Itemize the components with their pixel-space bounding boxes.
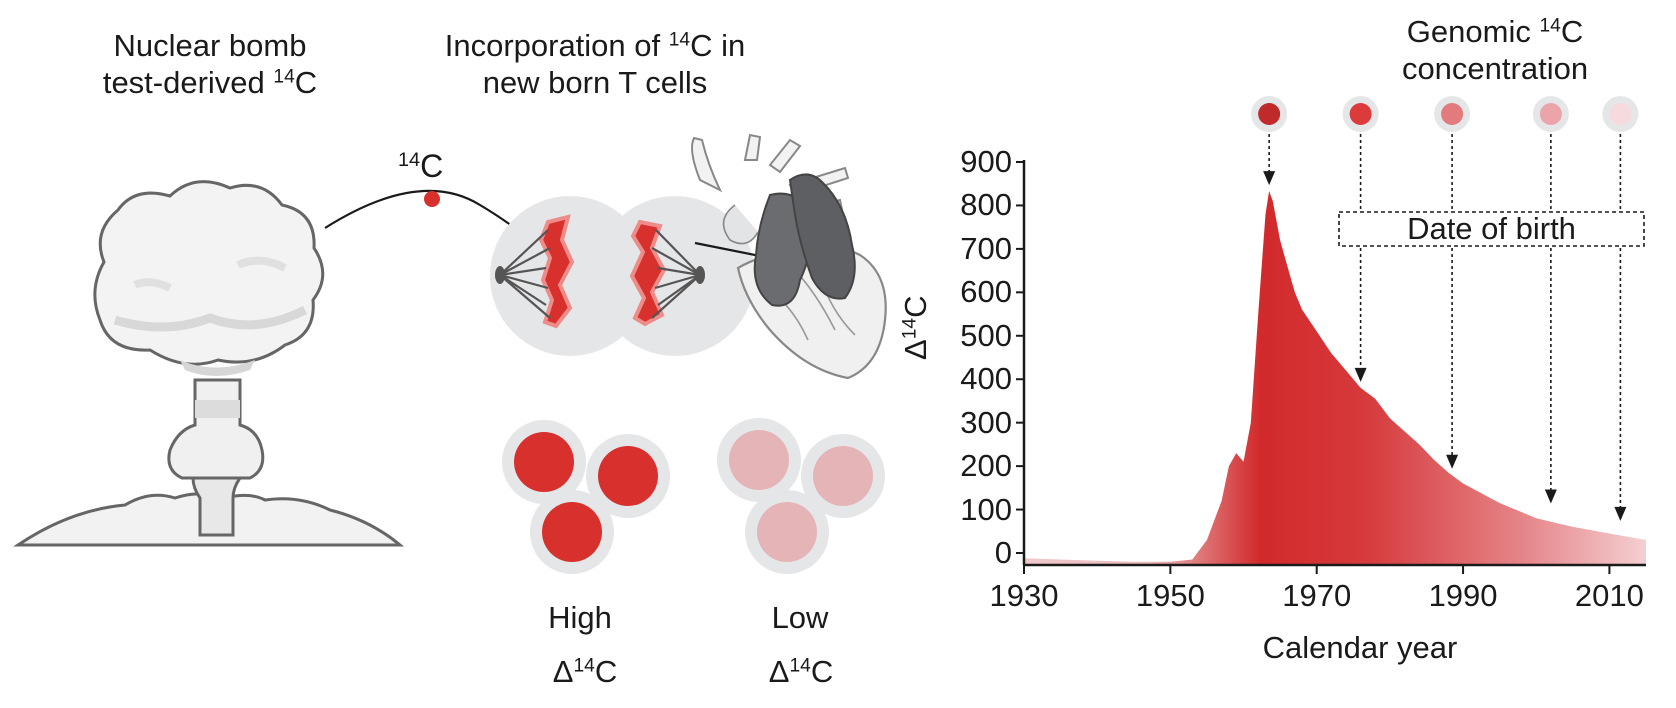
chart-title-line1: Genomic [1406, 14, 1540, 49]
x-axis-label: Calendar year [1262, 630, 1458, 665]
x-tick-label: 1930 [989, 578, 1059, 613]
chart-title-line2: concentration [1401, 50, 1589, 86]
isotope-superscript: 14 [273, 66, 295, 88]
dividing-cell-icon [490, 196, 771, 356]
isotope-superscript: 14 [398, 149, 421, 172]
delta-c14-area-series [1024, 191, 1646, 565]
birth-marker-dot [1441, 103, 1464, 125]
carbon-14-label: 14C [398, 148, 443, 186]
x-tick-label: 1950 [1135, 578, 1205, 613]
y-tick-marks [1016, 161, 1024, 554]
y-axis-label: Δ14C [898, 296, 935, 360]
birth-marker-arrowhead [1354, 367, 1367, 382]
mushroom-cloud-icon [13, 180, 405, 547]
bomb-label: Nuclear bomb test-derived 14C [60, 28, 360, 101]
isotope-superscript: 14 [899, 317, 921, 340]
isotope-superscript: 14 [1539, 15, 1561, 37]
y-tick-label: 400 [960, 361, 1012, 397]
y-tick-label: 700 [960, 230, 1012, 266]
birth-marker-arrowhead [1263, 171, 1276, 186]
delta-c: C [594, 654, 618, 689]
carbon-14-c: C [420, 148, 444, 184]
bomb-label-line1: Nuclear bomb [113, 28, 307, 63]
birth-marker-arrowhead [1544, 489, 1557, 504]
high-label: High [548, 600, 612, 635]
isotope-superscript: 14 [668, 29, 691, 51]
y-tick-label: 900 [960, 144, 1012, 179]
low-delta-label: Δ14C [736, 654, 866, 691]
delta-c: C [810, 654, 834, 689]
x-tick-marks [1023, 565, 1611, 574]
bomb-label-c: C [294, 64, 318, 100]
delta-symbol: Δ [768, 654, 790, 689]
chart [1016, 96, 1646, 574]
y-tick-label: 100 [960, 491, 1012, 527]
heart-thymus-icon [691, 133, 887, 380]
y-label-c: C [898, 295, 933, 318]
birth-marker-dot [1609, 103, 1632, 125]
y-tick-label: 300 [960, 404, 1012, 440]
y-tick-label: 600 [960, 274, 1012, 310]
low-delta-cell-cluster-icon [717, 418, 885, 574]
y-tick-label: 500 [960, 317, 1012, 353]
x-tick-label: 1990 [1428, 578, 1498, 613]
birth-marker-dot [1349, 103, 1372, 125]
date-of-birth-label: Date of birth [1407, 211, 1576, 246]
birth-marker-arrowhead [1446, 454, 1459, 469]
x-tick-label: 2010 [1574, 578, 1644, 613]
birth-marker-dot [1539, 103, 1562, 125]
isotope-superscript: 14 [573, 655, 595, 677]
carbon-14-dot-icon [424, 191, 440, 207]
y-tick-label: 0 [994, 535, 1012, 570]
birth-marker-arrowhead [1614, 506, 1627, 521]
incorporation-line2: new born T cells [482, 64, 708, 100]
high-delta-cell-cluster-icon [502, 420, 670, 574]
chart-title: Genomic 14C concentration [1345, 14, 1645, 87]
y-label-delta: Δ [898, 339, 933, 360]
bomb-label-line2: test-derived [102, 64, 274, 100]
delta-symbol: Δ [552, 654, 574, 689]
x-tick-label: 1970 [1282, 578, 1352, 613]
date-of-birth-box [1338, 211, 1645, 247]
isotope-superscript: 14 [789, 655, 811, 677]
incorporation-line1: Incorporation of [444, 28, 669, 63]
incorporation-line1-end: C in [690, 28, 746, 63]
incorporation-label: Incorporation of 14C in new born T cells [395, 28, 795, 101]
y-tick-label: 200 [960, 448, 1012, 484]
chart-title-c: C [1560, 14, 1584, 49]
y-tick-label: 800 [960, 187, 1012, 223]
high-delta-label: Δ14C [520, 654, 650, 691]
birth-markers [1251, 96, 1639, 521]
birth-marker-dot [1258, 103, 1281, 125]
low-label: Low [771, 600, 829, 635]
